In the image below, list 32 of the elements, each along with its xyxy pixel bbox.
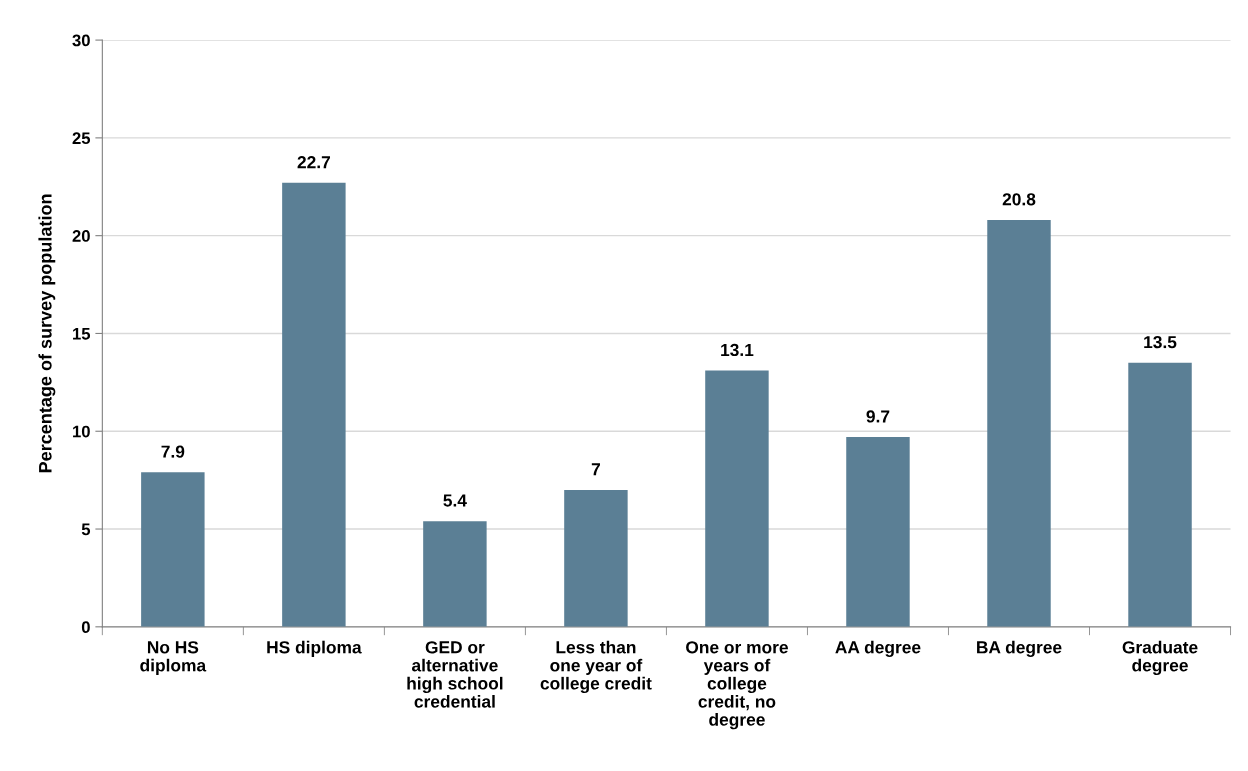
- y-tick-label: 0: [81, 621, 90, 634]
- bar: [141, 472, 205, 627]
- data-label: 5.4: [443, 494, 467, 507]
- x-tick-label: Less than one year of college credit: [540, 640, 652, 694]
- x-tick-label: One or more years of college credit, no degree: [686, 641, 788, 730]
- y-tick-label: 10: [73, 425, 90, 438]
- y-tick-label: 15: [73, 328, 91, 340]
- bar: [987, 220, 1051, 627]
- data-label: 9.7: [866, 410, 890, 423]
- bar: [705, 370, 769, 627]
- data-label: 20.8: [1002, 193, 1036, 206]
- x-tick-label: BA degree: [977, 640, 1062, 657]
- data-label: 7: [591, 463, 600, 476]
- data-label: 22.7: [297, 156, 331, 169]
- data-label: 13.5: [1144, 335, 1177, 349]
- bar: [423, 521, 487, 627]
- x-tick-label: No HS diploma: [140, 641, 207, 675]
- x-tick-label: Graduate degree: [1122, 640, 1198, 676]
- data-label: 7.9: [161, 445, 185, 458]
- y-axis-title: Percentage of survey population: [38, 194, 56, 473]
- y-tick-label: 25: [72, 132, 91, 145]
- y-tick-label: 20: [72, 230, 90, 242]
- bar: [564, 489, 628, 627]
- bar: [846, 437, 910, 627]
- x-tick-label: GED or alternative high school credential: [407, 641, 503, 708]
- data-label: 13.1: [721, 343, 754, 357]
- bar: [1128, 362, 1192, 627]
- x-tick-label: HS diploma: [267, 640, 362, 657]
- x-tick-label: AA degree: [835, 640, 921, 657]
- bar: [282, 182, 346, 627]
- y-tick-label: 30: [72, 34, 90, 47]
- y-tick-label: 5: [81, 523, 91, 536]
